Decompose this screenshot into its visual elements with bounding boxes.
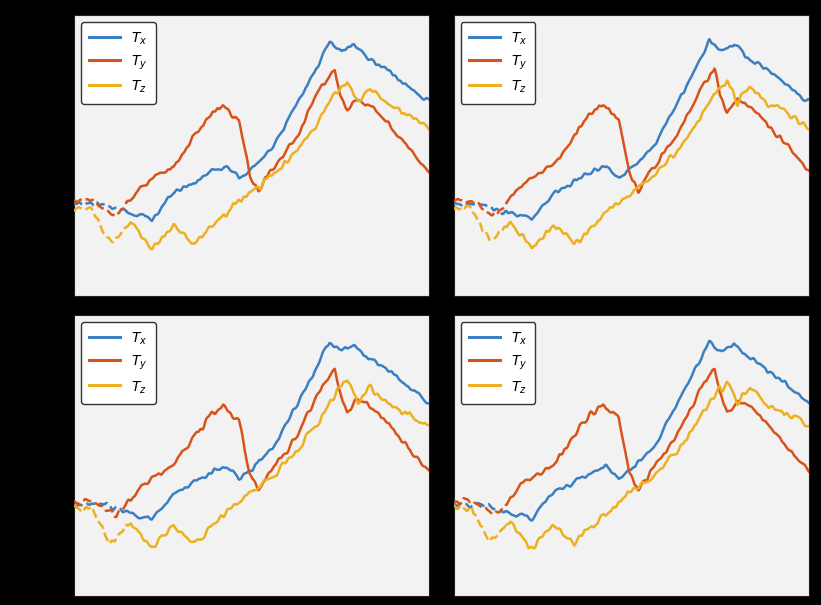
Legend: $T_x$, $T_y$, $T_z$: $T_x$, $T_y$, $T_z$ <box>461 322 535 404</box>
Legend: $T_x$, $T_y$, $T_z$: $T_x$, $T_y$, $T_z$ <box>80 22 155 103</box>
Legend: $T_x$, $T_y$, $T_z$: $T_x$, $T_y$, $T_z$ <box>80 322 155 404</box>
Legend: $T_x$, $T_y$, $T_z$: $T_x$, $T_y$, $T_z$ <box>461 22 535 103</box>
